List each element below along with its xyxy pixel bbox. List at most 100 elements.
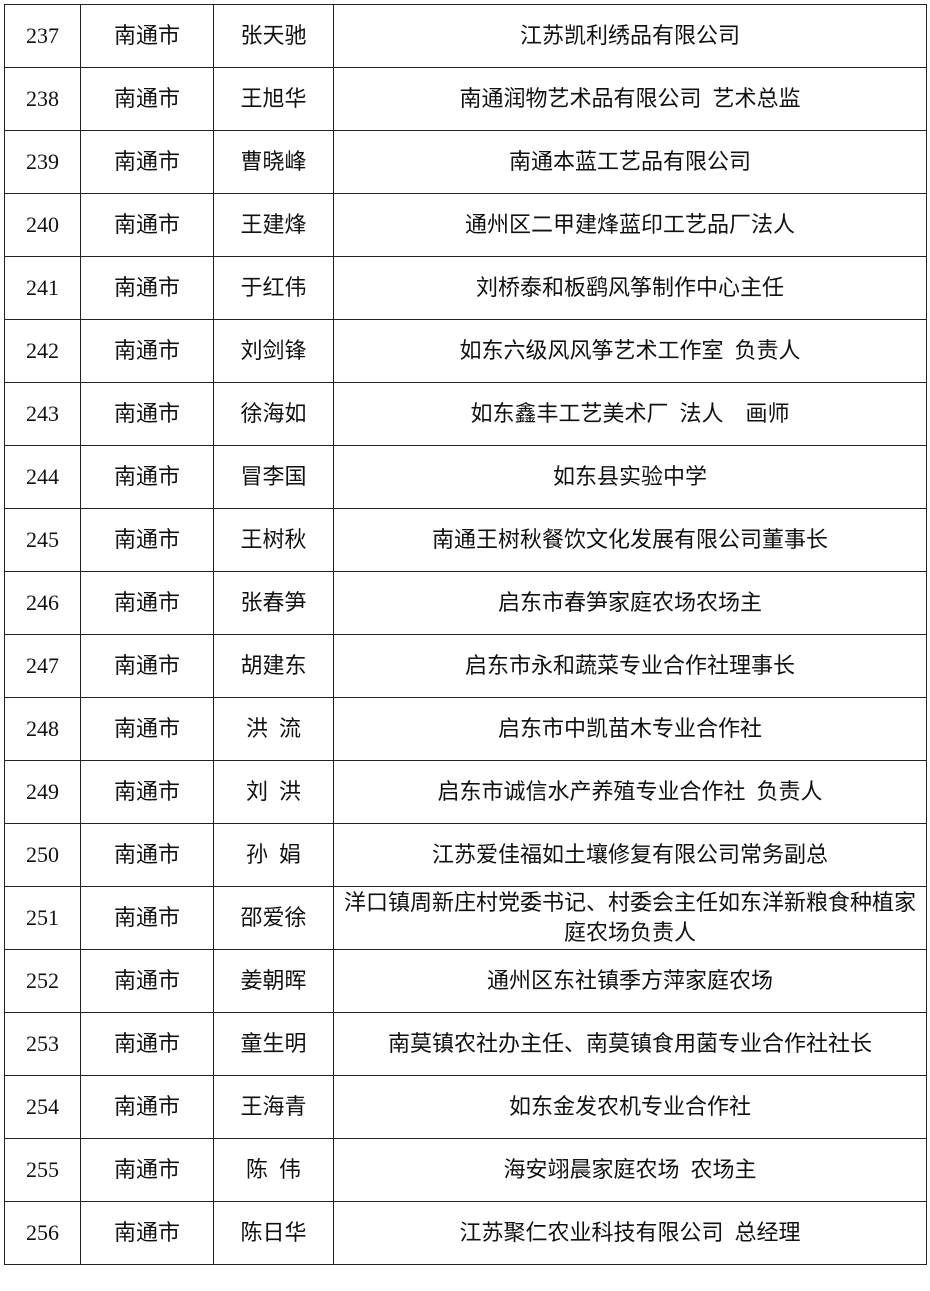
city-cell: 南通市 <box>80 1012 214 1076</box>
person-name-cell: 孙 娟 <box>213 823 334 887</box>
table-row: 251 南通市 邵爱徐 洋口镇周新庄村党委书记、村委会主任如东洋新粮食种植家庭农场负责… <box>4 886 927 950</box>
city-cell: 南通市 <box>80 823 214 887</box>
work-unit-cell: 如东鑫丰工艺美术厂 法人 画师 <box>333 382 927 446</box>
row-number: 256 <box>4 1201 81 1265</box>
city-cell: 南通市 <box>80 67 214 131</box>
city-cell: 南通市 <box>80 382 214 446</box>
table-row: 248 南通市洪 流启东市中凯苗木专业合作社 <box>4 697 927 761</box>
work-unit-cell: 海安翊晨家庭农场 农场主 <box>333 1138 927 1202</box>
table-row: 249 南通市刘 洪启东市诚信水产养殖专业合作社 负责人 <box>4 760 927 824</box>
work-unit-cell: 江苏凯利绣品有限公司 <box>333 4 927 68</box>
work-unit-cell: 如东六级风风筝艺术工作室 负责人 <box>333 319 927 383</box>
work-unit-cell: 洋口镇周新庄村党委书记、村委会主任如东洋新粮食种植家庭农场负责人 <box>333 886 927 950</box>
table-row: 255 南通市陈 伟海安翊晨家庭农场 农场主 <box>4 1138 927 1202</box>
city-cell: 南通市 <box>80 508 214 572</box>
person-name-cell: 陈 伟 <box>213 1138 334 1202</box>
work-unit-cell: 南通王树秋餐饮文化发展有限公司董事长 <box>333 508 927 572</box>
work-unit-cell: 通州区二甲建烽蓝印工艺品厂法人 <box>333 193 927 257</box>
row-number: 251 <box>4 886 81 950</box>
work-unit-cell: 南通本蓝工艺品有限公司 <box>333 130 927 194</box>
work-unit-cell: 刘桥泰和板鹞风筝制作中心主任 <box>333 256 927 320</box>
row-number: 246 <box>4 571 81 635</box>
city-cell: 南通市 <box>80 760 214 824</box>
row-number: 242 <box>4 319 81 383</box>
city-cell: 南通市 <box>80 571 214 635</box>
city-cell: 南通市 <box>80 4 214 68</box>
city-cell: 南通市 <box>80 193 214 257</box>
table-row: 242 南通市 刘剑锋 如东六级风风筝艺术工作室 负责人 <box>4 319 927 383</box>
city-cell: 南通市 <box>80 445 214 509</box>
work-unit-cell: 启东市春笋家庭农场农场主 <box>333 571 927 635</box>
table-row: 237 南通市 张天驰 江苏凯利绣品有限公司 <box>4 4 927 68</box>
person-name-cell: 冒李国 <box>213 445 334 509</box>
table-row: 245 南通市 王树秋 南通王树秋餐饮文化发展有限公司董事长 <box>4 508 927 572</box>
work-unit-cell: 江苏爱佳福如土壤修复有限公司常务副总 <box>333 823 927 887</box>
city-cell: 南通市 <box>80 256 214 320</box>
row-number: 254 <box>4 1075 81 1139</box>
row-number: 252 <box>4 949 81 1013</box>
row-number: 248 <box>4 697 81 761</box>
table-row: 254 南通市 王海青 如东金发农机专业合作社 <box>4 1075 927 1139</box>
city-cell: 南通市 <box>80 886 214 950</box>
work-unit-cell: 江苏聚仁农业科技有限公司 总经理 <box>333 1201 927 1265</box>
row-number: 244 <box>4 445 81 509</box>
table-row: 246 南通市 张春笋 启东市春笋家庭农场农场主 <box>4 571 927 635</box>
table-row: 252 南通市 姜朝晖 通州区东社镇季方萍家庭农场 <box>4 949 927 1013</box>
person-name-cell: 王旭华 <box>213 67 334 131</box>
row-number: 255 <box>4 1138 81 1202</box>
work-unit-cell: 如东金发农机专业合作社 <box>333 1075 927 1139</box>
work-unit-cell: 通州区东社镇季方萍家庭农场 <box>333 949 927 1013</box>
work-unit-cell: 如东县实验中学 <box>333 445 927 509</box>
row-number: 253 <box>4 1012 81 1076</box>
table-row: 240 南通市 王建烽 通州区二甲建烽蓝印工艺品厂法人 <box>4 193 927 257</box>
row-number: 245 <box>4 508 81 572</box>
city-cell: 南通市 <box>80 634 214 698</box>
roster-table-body: 237 南通市 张天驰 江苏凯利绣品有限公司 238 南通市 王旭华 南通润物艺术品有限公司 … <box>4 4 927 1265</box>
work-unit-cell: 南通润物艺术品有限公司 艺术总监 <box>333 67 927 131</box>
city-cell: 南通市 <box>80 130 214 194</box>
row-number: 240 <box>4 193 81 257</box>
row-number: 243 <box>4 382 81 446</box>
city-cell: 南通市 <box>80 1075 214 1139</box>
city-cell: 南通市 <box>80 1138 214 1202</box>
city-cell: 南通市 <box>80 319 214 383</box>
person-name-cell: 于红伟 <box>213 256 334 320</box>
table-row: 256 南通市 陈日华 江苏聚仁农业科技有限公司 总经理 <box>4 1201 927 1265</box>
row-number: 250 <box>4 823 81 887</box>
row-number: 247 <box>4 634 81 698</box>
person-name-cell: 邵爱徐 <box>213 886 334 950</box>
row-number: 249 <box>4 760 81 824</box>
person-name-cell: 张天驰 <box>213 4 334 68</box>
person-name-cell: 刘 洪 <box>213 760 334 824</box>
city-cell: 南通市 <box>80 949 214 1013</box>
row-number: 237 <box>4 4 81 68</box>
person-name-cell: 姜朝晖 <box>213 949 334 1013</box>
row-number: 238 <box>4 67 81 131</box>
person-name-cell: 洪 流 <box>213 697 334 761</box>
person-name-cell: 徐海如 <box>213 382 334 446</box>
work-unit-cell: 启东市诚信水产养殖专业合作社 负责人 <box>333 760 927 824</box>
roster-table: 237 南通市 张天驰 江苏凯利绣品有限公司 238 南通市 王旭华 南通润物艺术品有限公司 … <box>4 4 927 1265</box>
table-row: 253 南通市 童生明 南莫镇农社办主任、南莫镇食用菌专业合作社社长 <box>4 1012 927 1076</box>
row-number: 241 <box>4 256 81 320</box>
person-name-cell: 曹晓峰 <box>213 130 334 194</box>
city-cell: 南通市 <box>80 697 214 761</box>
city-cell: 南通市 <box>80 1201 214 1265</box>
person-name-cell: 胡建东 <box>213 634 334 698</box>
work-unit-cell: 南莫镇农社办主任、南莫镇食用菌专业合作社社长 <box>333 1012 927 1076</box>
table-row: 250 南通市孙 娟江苏爱佳福如土壤修复有限公司常务副总 <box>4 823 927 887</box>
person-name-cell: 刘剑锋 <box>213 319 334 383</box>
row-number: 239 <box>4 130 81 194</box>
table-row: 244 南通市 冒李国 如东县实验中学 <box>4 445 927 509</box>
person-name-cell: 陈日华 <box>213 1201 334 1265</box>
work-unit-cell: 启东市中凯苗木专业合作社 <box>333 697 927 761</box>
table-row: 243 南通市 徐海如 如东鑫丰工艺美术厂 法人 画师 <box>4 382 927 446</box>
table-row: 239 南通市 曹晓峰 南通本蓝工艺品有限公司 <box>4 130 927 194</box>
person-name-cell: 童生明 <box>213 1012 334 1076</box>
table-row: 247 南通市 胡建东 启东市永和蔬菜专业合作社理事长 <box>4 634 927 698</box>
person-name-cell: 张春笋 <box>213 571 334 635</box>
table-row: 238 南通市 王旭华 南通润物艺术品有限公司 艺术总监 <box>4 67 927 131</box>
table-row: 241 南通市 于红伟 刘桥泰和板鹞风筝制作中心主任 <box>4 256 927 320</box>
work-unit-cell: 启东市永和蔬菜专业合作社理事长 <box>333 634 927 698</box>
person-name-cell: 王树秋 <box>213 508 334 572</box>
